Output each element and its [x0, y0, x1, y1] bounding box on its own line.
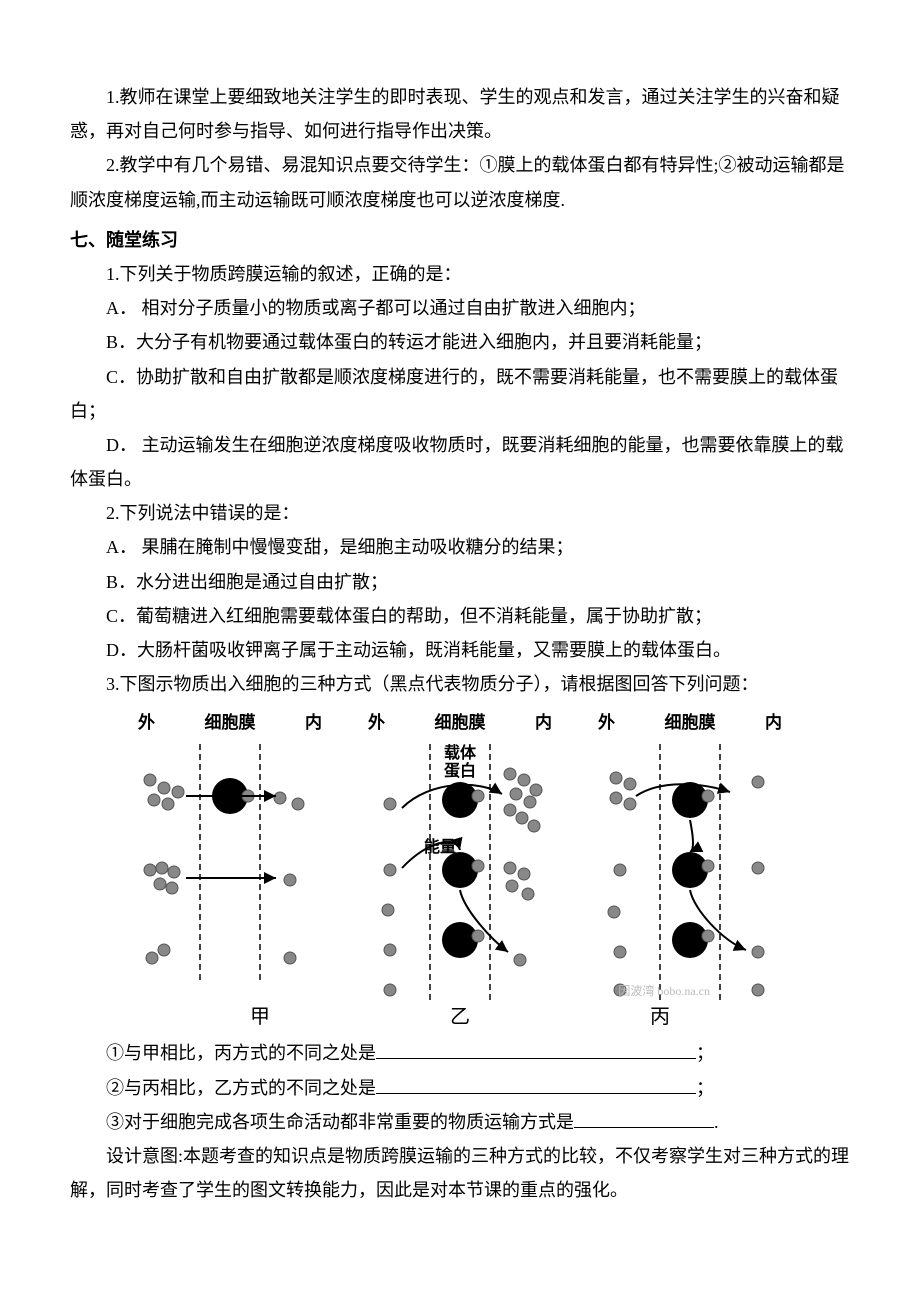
header-mid: 细胞膜	[205, 707, 256, 739]
q2-option-b: B．水分进出细胞是通过自由扩散；	[70, 565, 850, 599]
q3-stem: 3.下图示物质出入细胞的三种方式（黑点代表物质分子），请根据图回答下列问题：	[70, 667, 850, 701]
caption-a: 甲	[240, 998, 280, 1036]
panel-b-header: 外 细胞膜 内	[360, 707, 560, 739]
panel-a-svg	[130, 740, 330, 990]
header-out: 外	[598, 707, 615, 739]
q1-option-a: A． 相对分子质量小的物质或离子都可以通过自由扩散进入细胞内；	[70, 291, 850, 325]
semicolon-2: ；	[696, 1078, 714, 1098]
diagram-panel-a: 外 细胞膜 内	[130, 707, 330, 999]
q2-stem: 2.下列说法中错误的是：	[70, 496, 850, 530]
diagram-panel-b: 外 细胞膜 内 载体蛋白能量	[360, 707, 560, 999]
section-title: 七、随堂练习	[70, 223, 850, 257]
panel-a-header: 外 细胞膜 内	[130, 707, 330, 739]
design-intent: 设计意图:本题考查的知识点是物质跨膜运输的三种方式的比较，不仅考察学生对三种方式…	[70, 1139, 850, 1207]
intro-para-1: 1.教师在课堂上要细致地关注学生的即时表现、学生的观点和发言，通过关注学生的兴奋…	[70, 80, 850, 148]
q2-option-c: C．葡萄糖进入红细胞需要载体蛋白的帮助，但不消耗能量，属于协助扩散；	[70, 599, 850, 633]
blank-3	[574, 1109, 714, 1128]
diagram-panel-c: 外 细胞膜 内	[590, 707, 790, 999]
header-mid: 细胞膜	[435, 707, 486, 739]
q3-sub1: ①与甲相比，丙方式的不同之处是 ；	[70, 1036, 850, 1070]
caption-c: 丙	[640, 998, 680, 1036]
svg-text:载体: 载体	[444, 743, 477, 762]
q1-option-d: D． 主动运输发生在细胞逆浓度梯度吸收物质时，既要消耗细胞的能量，也需要依靠膜上…	[70, 428, 850, 496]
header-out: 外	[368, 707, 385, 739]
panel-c-header: 外 细胞膜 内	[590, 707, 790, 739]
caption-b: 乙	[440, 998, 480, 1036]
q3-sub2-prefix: ②与丙相比，乙方式的不同之处是	[106, 1078, 376, 1098]
panel-b-svg: 载体蛋白能量	[360, 740, 560, 1000]
svg-text:蛋白: 蛋白	[444, 761, 476, 780]
diagram-container: 外 细胞膜 内 外 细胞膜 内 载体蛋白能量 外 细胞膜 内	[70, 707, 850, 999]
q2-option-a: A． 果脯在腌制中慢慢变甜，是细胞主动吸收糖分的结果；	[70, 530, 850, 564]
diagram-captions: 甲 乙 丙	[70, 998, 850, 1036]
header-out: 外	[138, 707, 155, 739]
q3-sub3: ③对于细胞完成各项生命活动都非常重要的物质运输方式是.	[70, 1105, 850, 1139]
header-in: 内	[535, 707, 552, 739]
semicolon-1: ；	[696, 1043, 714, 1063]
q3-sub2: ②与丙相比，乙方式的不同之处是 ；	[70, 1071, 850, 1105]
period-1: .	[714, 1112, 719, 1132]
panel-c-svg	[590, 740, 790, 1000]
q1-stem: 1.下列关于物质跨膜运输的叙述，正确的是：	[70, 257, 850, 291]
svg-text:能量: 能量	[424, 837, 456, 856]
q1-option-b: B．大分子有机物要通过载体蛋白的转运才能进入细胞内，并且要消耗能量；	[70, 325, 850, 359]
header-in: 内	[305, 707, 322, 739]
header-mid: 细胞膜	[665, 707, 716, 739]
q1-option-c: C．协助扩散和自由扩散都是顺浓度梯度进行的，既不需要消耗能量，也不需要膜上的载体…	[70, 360, 850, 428]
q2-option-d: D．大肠杆菌吸收钾离子属于主动运输，既消耗能量，又需要膜上的载体蛋白。	[70, 633, 850, 667]
q3-sub3-prefix: ③对于细胞完成各项生命活动都非常重要的物质运输方式是	[106, 1112, 574, 1132]
intro-para-2: 2.教学中有几个易错、易混知识点要交待学生：①膜上的载体蛋白都有特异性;②被动运…	[70, 148, 850, 216]
blank-1	[376, 1040, 696, 1059]
blank-2	[376, 1075, 696, 1094]
q3-sub1-prefix: ①与甲相比，丙方式的不同之处是	[106, 1043, 376, 1063]
header-in: 内	[765, 707, 782, 739]
watermark-text: 因波湾 bobo.na.cn	[70, 980, 710, 1003]
